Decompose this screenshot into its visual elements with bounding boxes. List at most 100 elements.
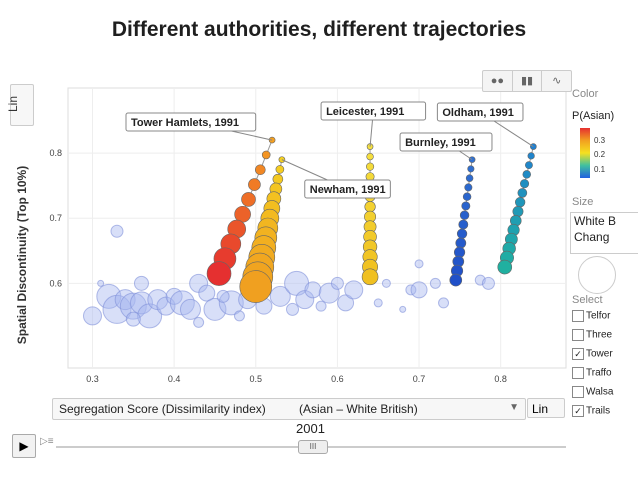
page-title: Different authorities, different traject… [111, 18, 527, 41]
x-tick-label: 0.4 [168, 374, 181, 384]
bubble [129, 291, 153, 315]
trail-bubble [462, 192, 472, 201]
trail-bubble [449, 273, 463, 287]
bubble [198, 284, 216, 302]
trail-bubble [255, 164, 266, 176]
bubble [286, 302, 300, 316]
bubble [125, 311, 141, 327]
bubble [381, 278, 391, 288]
y-scale-button[interactable]: Lin [6, 84, 34, 126]
x-tick-label: 0.6 [331, 374, 344, 384]
annotation-box [304, 179, 391, 199]
checkbox[interactable] [572, 310, 584, 322]
color-select[interactable]: P(Asian) [572, 110, 615, 122]
select-item-label: Tower [586, 348, 613, 360]
x-tick-label: 0.5 [250, 374, 263, 384]
x-tick-label: 0.8 [494, 374, 507, 384]
checkbox[interactable]: ✓ [572, 405, 584, 417]
trail-bubble [467, 165, 475, 173]
bubble [179, 298, 201, 320]
trail-bubble [520, 179, 530, 189]
bubble [429, 277, 441, 289]
bubble [410, 281, 428, 299]
annotation-box [399, 132, 493, 152]
y-tick-label: 0.8 [49, 148, 62, 158]
select-item-label: Three [586, 329, 613, 341]
trail-bubble [461, 201, 471, 211]
bubble-view-icon[interactable]: ●● [483, 71, 513, 91]
trail-bubble [206, 261, 232, 286]
bubble [110, 224, 124, 238]
annotation-label: Leicester, 1991 [326, 106, 404, 118]
annotation-label: Newham, 1991 [310, 184, 386, 196]
annotation-label: Tower Hamlets, 1991 [131, 117, 239, 129]
x-tick-label: 0.7 [413, 374, 426, 384]
annotation-label: Burnley, 1991 [405, 137, 476, 149]
bubble [414, 259, 424, 269]
select-item-label: Traffo [586, 367, 612, 379]
select-item[interactable]: ✓ Tower [572, 348, 613, 362]
trail-bubble [464, 183, 473, 192]
checkbox[interactable] [572, 386, 584, 398]
select-item[interactable]: Three [572, 329, 612, 343]
color-legend [580, 128, 590, 178]
select-item[interactable]: Walsa [572, 386, 613, 400]
trail-icon[interactable]: ▷≡ [40, 436, 54, 447]
x-axis-label: Segregation Score (Dissimilarity index) [59, 402, 266, 416]
time-slider-thumb[interactable]: III [298, 440, 328, 454]
annotation-box [436, 102, 524, 122]
play-icon: ▶ [19, 439, 29, 453]
select-item-label: Trails [586, 405, 611, 417]
y-tick-label: 0.7 [49, 213, 62, 223]
bubble [438, 297, 450, 309]
bubble [137, 303, 163, 329]
year-label: 2001 [296, 421, 325, 436]
x-axis-select[interactable]: Segregation Score (Dissimilarity index) … [52, 398, 526, 420]
legend-tick: 0.3 [594, 136, 606, 145]
select-item[interactable]: Telfor [572, 310, 610, 324]
size-label: Size [572, 196, 594, 208]
select-item-label: Telfor [586, 310, 611, 322]
size-value-line2: Chang [574, 230, 610, 244]
bubble [344, 280, 364, 300]
select-item[interactable]: Traffo [572, 367, 612, 381]
bubble [82, 306, 102, 326]
trail-bubble [364, 201, 376, 213]
trail-bubble [497, 259, 513, 275]
trail-bubble [248, 178, 261, 191]
size-value-line1: White B [574, 214, 617, 228]
bubble [233, 310, 245, 322]
legend-tick: 0.2 [594, 150, 606, 159]
select-item[interactable]: ✓ Trails [572, 405, 610, 419]
trail-bubble [458, 219, 469, 230]
line-view-icon[interactable]: ∿ [552, 75, 562, 87]
trail-bubble [527, 152, 535, 160]
trail-bubble [239, 270, 273, 303]
size-select[interactable]: White B Chang [570, 212, 638, 254]
annotation-label: Oldham, 1991 [442, 107, 514, 119]
checkbox[interactable] [572, 329, 584, 341]
bubble [203, 297, 227, 321]
trail-bubble [361, 268, 379, 286]
x-scale-button[interactable]: Lin [527, 398, 565, 418]
trail-bubble [465, 174, 474, 182]
x-axis-suffix: (Asian – White British) [299, 402, 418, 416]
bubble [119, 292, 147, 320]
checkbox[interactable]: ✓ [572, 348, 584, 360]
play-button[interactable]: ▶ [12, 434, 36, 458]
bar-view-icon[interactable]: ▮▮ [513, 71, 543, 91]
chevron-down-icon: ▼ [509, 402, 519, 413]
trail-bubble [261, 150, 271, 160]
checkbox[interactable] [572, 367, 584, 379]
trail-bubble [455, 237, 467, 249]
bubble [304, 281, 322, 299]
select-item-label: Walsa [586, 386, 614, 398]
bubble [102, 294, 132, 324]
bubble [481, 276, 495, 290]
trail-bubble [365, 162, 375, 171]
bubble [133, 275, 149, 291]
size-dial[interactable] [578, 256, 616, 294]
select-label: Select [572, 294, 603, 306]
bubble [315, 300, 327, 312]
